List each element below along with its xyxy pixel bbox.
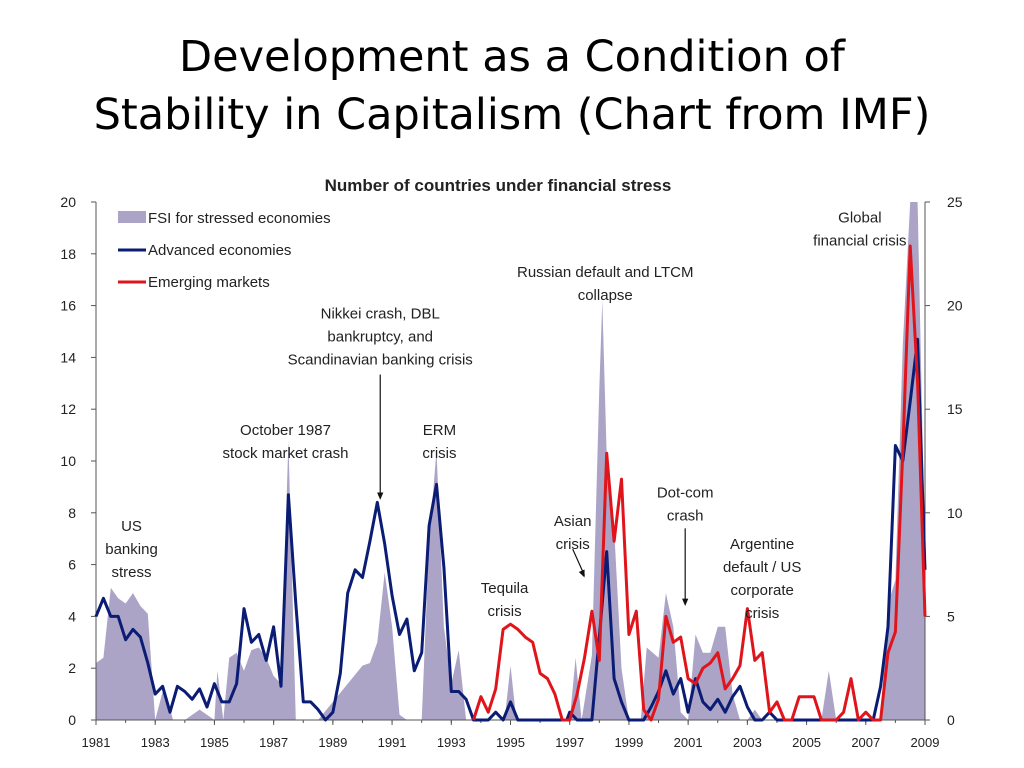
annotation-text-line: crash [667,507,704,524]
legend-label: Advanced economies [148,242,291,259]
legend-label: Emerging markets [148,274,270,291]
y-tick-label: 6 [68,557,76,573]
annotation-text-line: Global [838,210,881,227]
legend-label: FSI for stressed economies [148,210,331,227]
legend-swatch-fsi [118,211,146,223]
annotation-dotcom: Dot-com crash [657,484,714,607]
x-tick-label: 1989 [318,735,347,750]
x-tick-label: 2001 [674,735,703,750]
y2-tick-label: 15 [947,401,963,417]
chart-title: Number of countries under financial stre… [325,176,672,195]
x-tick-label: 2005 [792,735,821,750]
annotation-text-line: crisis [422,445,456,462]
annotation-text-line: corporate [730,582,793,599]
y-tick-label: 2 [68,660,76,676]
x-tick-label: 1999 [614,735,643,750]
y-tick-label: 10 [60,453,76,469]
slide-title: Development as a Condition of Stability … [0,28,1024,144]
annotation-text-line: ERM [423,422,456,439]
annotation-text-line: October 1987 [240,422,331,439]
y2-tick-label: 20 [947,298,963,314]
annotation-text-line: US [121,518,142,535]
annotation-asian: Asian crisis [554,513,592,578]
annotation-text-line: crisis [487,603,521,620]
x-tick-label: 1993 [437,735,466,750]
slide-title-line-1: Development as a Condition of [179,32,845,82]
y-tick-label: 4 [68,608,76,624]
y2-tick-label: 0 [947,712,955,728]
annotation-text-line: collapse [578,287,633,304]
y-tick-label: 18 [60,246,76,262]
annotation-tequila: Tequila crisis [481,580,529,620]
annotation-text-line: Argentine [730,536,794,553]
y-tick-label: 14 [60,349,76,365]
annotation-text-line: bankruptcy, and [327,329,433,346]
annotation-arrow-head [377,492,384,500]
y2-tick-label: 10 [947,505,963,521]
x-tick-label: 2003 [733,735,762,750]
y-tick-label: 16 [60,298,76,314]
annotation-text-line: Tequila [481,580,529,597]
y-tick-label: 12 [60,401,76,417]
annotation-text-line: financial crisis [813,233,906,250]
annotation-arrow-head [578,569,585,578]
y2-tick-label: 5 [947,608,955,624]
x-tick-label: 1985 [200,735,229,750]
annotation-text-line: default / US [723,559,801,576]
annotation-text-line: Scandinavian banking crisis [288,352,473,369]
x-tick-label: 2007 [851,735,880,750]
annotation-erm: ERM crisis [422,422,456,462]
annotation-text-line: Nikkei crash, DBL [321,306,440,323]
x-tick-label: 1983 [141,735,170,750]
y2-tick-label: 25 [947,194,963,210]
series-lines-layer [94,244,927,722]
annotation-text-line: Asian [554,513,592,530]
x-tick-label: 1981 [82,735,111,750]
annotation-text-line: crisis [745,605,779,622]
slide-title-line-2: Stability in Capitalism (Chart from IMF) [93,90,931,140]
x-tick-label: 1997 [555,735,584,750]
advanced-economies-line [94,337,927,722]
annotation-text-line: Russian default and LTCM [517,264,693,281]
annotation-global: Global financial crisis [813,210,906,250]
annotation-oct-1987: October 1987 stock market crash [223,422,349,462]
annotation-text-line: Dot-com [657,484,714,501]
annotation-us-banking: US banking stress [105,518,158,581]
x-tick-label: 1987 [259,735,288,750]
annotation-arrow-head [682,598,689,607]
annotation-nikkei: Nikkei crash, DBL bankruptcy, and Scandina… [288,306,473,500]
annotation-text-line: stress [112,564,152,581]
y-tick-label: 0 [68,712,76,728]
x-tick-label: 2009 [911,735,940,750]
annotations-layer: US banking stress October 1987 stock market … [105,210,906,622]
legend: FSI for stressed economies Advanced econo… [118,210,331,291]
y-tick-label: 20 [60,194,76,210]
emerging-markets-line [472,244,927,722]
y-tick-label: 8 [68,505,76,521]
annotation-text-line: crisis [556,536,590,553]
annotation-text-line: banking [105,541,158,558]
annotation-text-line: stock market crash [223,445,349,462]
x-tick-label: 1991 [378,735,407,750]
annotation-argentine: Argentine default / US corporate crisis [723,536,801,622]
annotation-russian: Russian default and LTCM collapse [517,264,693,304]
x-tick-label: 1995 [496,735,525,750]
